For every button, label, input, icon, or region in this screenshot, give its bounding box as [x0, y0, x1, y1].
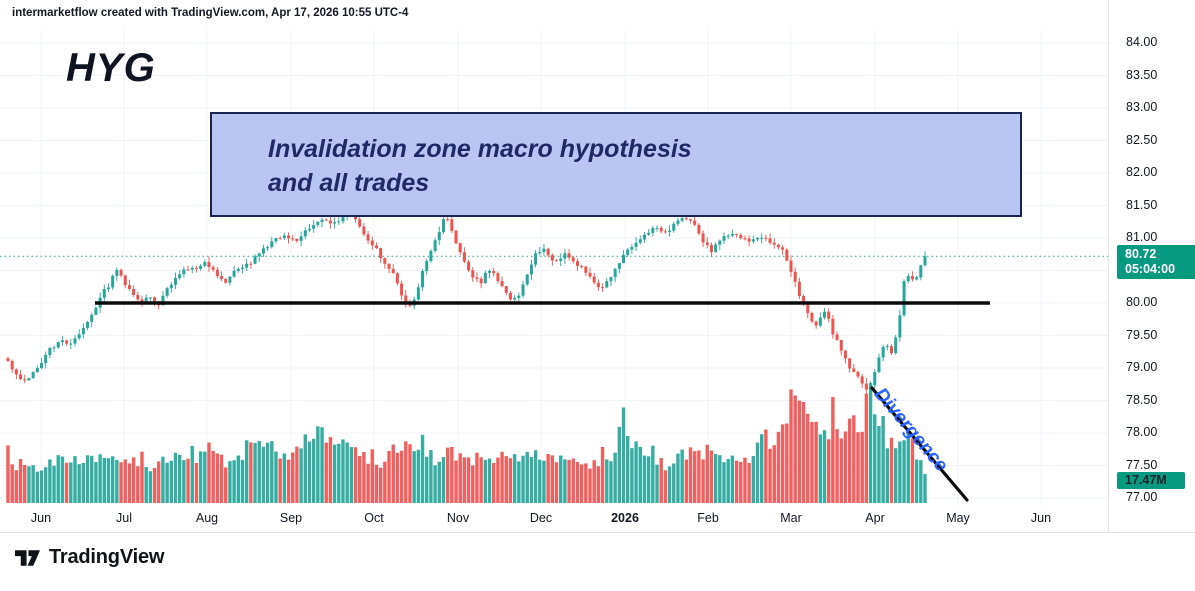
price-axis-label: 79.00 [1126, 360, 1158, 374]
price-axis-label: 84.00 [1126, 35, 1158, 49]
price-axis-label: 78.50 [1126, 392, 1158, 407]
price-axis-label: 83.00 [1126, 100, 1158, 114]
time-axis-label: Jun [30, 511, 52, 525]
time-axis-label: Apr [865, 511, 885, 525]
time-axis-label: Aug [195, 511, 219, 525]
last-price-badge: 80.72 05:04:00 [1117, 245, 1195, 280]
price-axis-label: 81.50 [1126, 197, 1158, 212]
price-axis[interactable]: 80.72 05:04:00 17.47M 84.00 83.50 83.00 82.… [1108, 0, 1195, 533]
time-axis-label: May [946, 511, 970, 525]
price-axis-label: 83.50 [1126, 67, 1158, 82]
time-axis-label: Jun [1030, 511, 1052, 525]
time-axis-label: Dec [529, 511, 553, 525]
price-axis-label: 79.50 [1126, 327, 1158, 342]
price-axis-label: 82.50 [1126, 132, 1158, 147]
volume-series [6, 383, 927, 503]
grid-lines [0, 30, 1108, 505]
time-axis-label: Sep [279, 511, 303, 525]
time-axis-label: Mar [780, 511, 802, 525]
price-chart-canvas[interactable] [0, 0, 1108, 533]
tradingview-logo[interactable]: TradingView [14, 546, 164, 569]
time-axis-label: Nov [446, 511, 470, 525]
last-price-value: 80.72 [1125, 247, 1157, 262]
time-axis[interactable]: Jun Jul Aug Sep Oct Nov Dec 2026 Feb Mar Apr May Jun [0, 505, 1108, 533]
annotation-line-1: Invalidation zone macro hypothesis [268, 135, 692, 163]
invalidation-zone-annotation[interactable]: Invalidation zone macro hypothesis and a… [210, 112, 1022, 217]
divergence-trendline[interactable] [870, 386, 969, 502]
tradingview-logo-icon [14, 549, 41, 566]
volume-badge: 17.47M [1117, 472, 1185, 489]
chart-attribution: intermarketflow created with TradingView… [12, 7, 409, 19]
time-axis-label: 2026 [611, 511, 639, 525]
price-axis-label: 82.00 [1126, 165, 1158, 179]
bar-countdown: 05:04:00 [1125, 261, 1176, 276]
time-axis-label: Oct [364, 511, 384, 525]
price-axis-label: 81.00 [1126, 230, 1158, 244]
tradingview-logo-text: TradingView [49, 546, 165, 568]
annotation-line-2: and all trades [268, 169, 430, 197]
symbol-watermark[interactable]: HYG [66, 46, 156, 90]
time-axis-label: Feb [697, 511, 719, 525]
candlestick-series [6, 208, 927, 394]
time-axis-label: Jul [116, 511, 132, 525]
price-axis-label: 80.00 [1126, 295, 1158, 309]
axis-separator [0, 532, 1195, 533]
price-axis-label: 77.00 [1126, 490, 1158, 504]
price-axis-label: 78.00 [1126, 425, 1158, 439]
annotation-text: Invalidation zone macro hypothesis and a… [212, 114, 1020, 200]
price-axis-label: 77.50 [1126, 457, 1158, 472]
